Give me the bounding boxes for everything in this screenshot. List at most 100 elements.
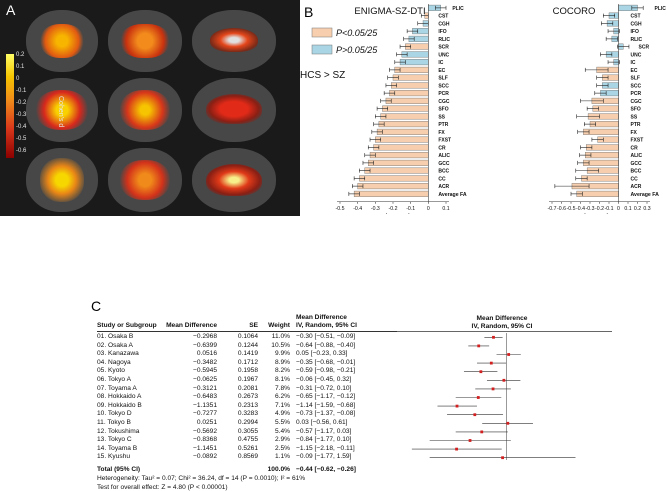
category-label: CGH [438,21,450,27]
panel-a-brain-maps: A 0.2 0.1 0 -0.1 -0.2 -0.3 -0.4 -0.5 -0.… [0,0,300,216]
category-label: CC [631,176,639,182]
colorbar-tick: 0.2 [16,52,24,58]
point-estimate [502,379,505,382]
total-label: Total (95% CI) [97,466,140,473]
point-estimate [492,388,495,391]
table-cell-study: 01. Osaka B [97,333,133,340]
heterogeneity-text: Heterogeneity: Tau² = 0.07; Chi² = 36.24… [97,475,305,482]
category-label: SCC [438,83,449,89]
bar [374,145,429,151]
category-label: CGH [631,21,643,27]
legend-label-nonsig: P>0.05/25 [336,45,378,55]
category-label: FXST [631,138,644,144]
category-label: Average FA [438,192,467,198]
brain-sagittal-3 [192,148,276,212]
table-cell-study: 12. Tokushima [97,428,139,435]
table-cell-study: 09. Hokkaido B [97,402,142,409]
colorbar-tick: 0 [16,76,19,82]
table-cell-md: −0.0625 [193,376,217,383]
category-label: CC [438,176,446,182]
legend-swatch-nonsig [312,45,332,54]
table-cell-md: −0.7277 [193,410,217,417]
bar [389,90,428,96]
table-cell-study: 15. Kyushu [97,453,130,460]
table-cell-ci: −0.09 [−1.77, 1.59] [296,453,351,460]
category-label: CGC [438,99,450,105]
bar [377,129,428,135]
bar [577,191,619,197]
table-cell-ci: −0.31 [−0.72, 0.10] [296,385,351,392]
colorbar-tick: -0.4 [16,124,26,130]
header-weight: Weight [268,322,290,329]
x-tick-label: -0.3 [586,206,595,212]
category-label: EC [438,68,445,74]
table-cell-study: 06. Tokyo A [97,376,131,383]
table-cell-ci: −0.06 [−0.45, 0.32] [296,376,351,383]
category-label: SLF [631,76,640,82]
table-cell-study: 04. Nagoya [97,359,131,366]
point-estimate [469,439,472,442]
table-cell-weight: 2.9% [275,436,290,443]
header-se: SE [249,322,258,329]
table-cell-ci: −0.64 [−0.88, −0.40] [296,342,355,349]
table-cell-ci: −0.65 [−1.17, −0.12] [296,393,355,400]
table-cell-md: −0.2968 [193,333,217,340]
category-label: FX [438,130,445,136]
bar [381,114,429,120]
x-tick-label: -0.6 [557,206,566,212]
table-cell-se: 0.3055 [238,428,258,435]
total-ci: −0.44 [−0.62, −0.26] [296,466,356,473]
header-md-ci-top: Mean Difference [296,314,347,321]
overall-effect-text: Test for overall effect: Z = 4.80 (P < 0… [97,484,228,491]
colorbar-tick: -0.1 [16,88,26,94]
category-label: IFO [631,29,639,35]
x-tick-label: -0.4 [576,206,585,212]
x-tick-label: -0.1 [605,206,614,212]
table-cell-weight: 2.5% [275,445,290,452]
colorbar-tick: -0.5 [16,136,26,142]
x-tick-label: 0.1 [624,206,631,212]
header-divider [97,331,397,332]
table-cell-weight: 8.1% [275,376,290,383]
table-cell-weight: 7.8% [275,385,290,392]
table-cell-weight: 8.2% [275,367,290,374]
category-label: GCC [438,161,450,167]
bar [358,183,429,189]
table-cell-weight: 8.9% [275,359,290,366]
table-cell-ci: 0.03 [−0.56, 0.61] [296,419,348,426]
plot-header-bottom: IV, Random, 95% CI [472,323,533,330]
table-cell-md: 0.0516 [197,350,217,357]
table-cell-se: 0.1064 [238,333,258,340]
table-cell-ci: −0.84 [−1.77, 0.10] [296,436,351,443]
table-cell-md: −0.3482 [193,359,217,366]
table-cell-se: 0.2994 [238,419,258,426]
colorbar-tick: -0.3 [16,112,26,118]
bar [354,191,428,197]
table-cell-weight: 10.5% [271,342,290,349]
point-estimate [492,336,495,339]
brain-coronal-3 [108,148,182,212]
category-label: CGC [631,99,643,105]
category-label: SFO [438,107,448,113]
table-cell-se: 0.1958 [238,367,258,374]
table-cell-md: −0.5945 [193,367,217,374]
category-label: ACR [631,184,642,190]
category-label: UNC [438,52,449,58]
x-tick-label: -0.5 [336,206,345,212]
brain-sagittal-2 [192,78,276,142]
contrast-label: HCS > SZ [300,70,345,81]
point-estimate [501,456,504,459]
table-cell-weight: 5.5% [275,419,290,426]
category-label: CR [438,145,446,151]
table-cell-se: 0.2081 [238,385,258,392]
table-cell-md: −0.8368 [193,436,217,443]
panel-a-label: A [6,2,15,18]
table-cell-se: 0.5261 [238,445,258,452]
legend-label-sig: P<0.05/25 [336,28,378,38]
bar [368,160,428,166]
category-label: CST [631,14,641,20]
category-label: ACR [438,184,449,190]
table-cell-study: 05. Kyoto [97,367,125,374]
category-label: SFO [631,107,641,113]
